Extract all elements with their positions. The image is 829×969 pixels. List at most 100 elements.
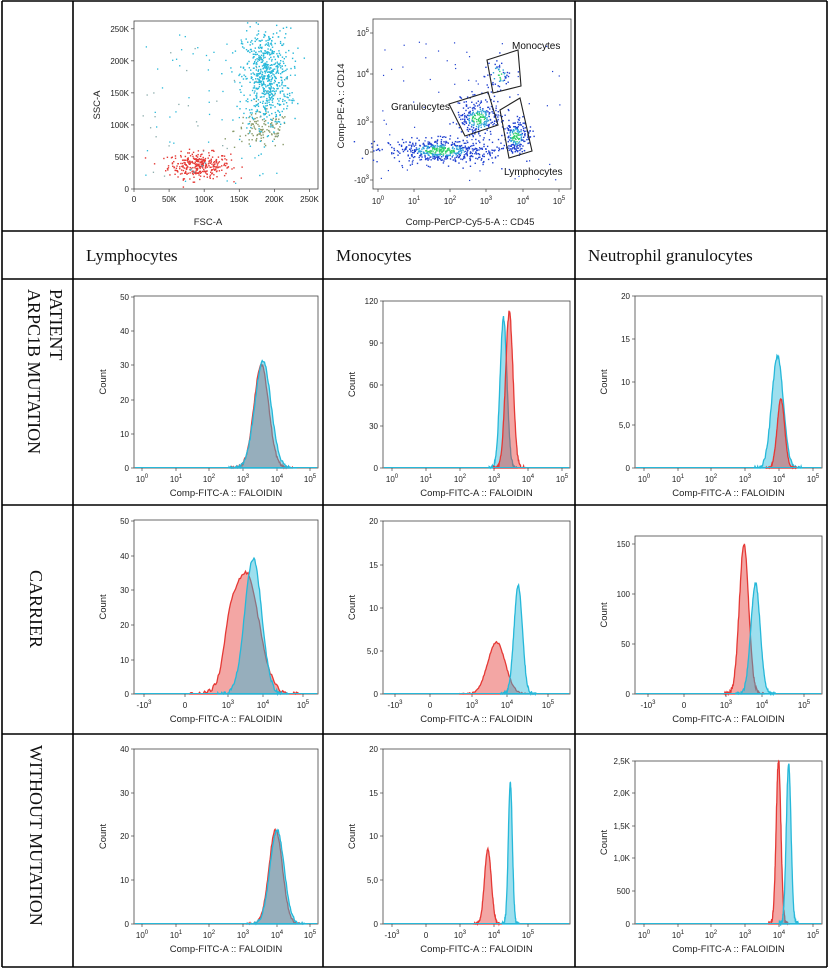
scatter-point <box>281 44 283 46</box>
scatter-point <box>200 164 202 166</box>
scatter-point <box>474 105 476 107</box>
scatter-point <box>468 114 470 117</box>
scatter-point <box>274 80 276 83</box>
scatter-point <box>188 148 191 151</box>
scatter-point <box>286 68 288 70</box>
scatter-point <box>224 138 226 140</box>
scatter-point <box>245 30 248 32</box>
scatter-point <box>468 135 471 137</box>
scatter-point <box>487 74 489 76</box>
scatter-point <box>186 173 188 175</box>
scatter-point <box>281 87 284 89</box>
scatter-point <box>515 148 517 150</box>
scatter-point <box>258 81 261 83</box>
scatter-point <box>517 123 520 126</box>
scatter-point <box>478 117 481 119</box>
scatter-point <box>268 52 271 54</box>
scatter-point <box>400 145 403 148</box>
scatter-point <box>266 52 268 54</box>
scatter-point <box>482 114 484 116</box>
scatter-point <box>275 123 277 125</box>
scatter-point <box>241 166 243 168</box>
scatter-point <box>191 172 194 175</box>
scatter-point <box>479 106 481 109</box>
scatter-point <box>516 136 518 138</box>
scatter-point <box>257 78 259 80</box>
scatter-point <box>446 155 449 157</box>
scatter-point <box>254 105 257 108</box>
scatter-point <box>512 136 515 138</box>
scatter-point <box>290 27 292 29</box>
scatter-point <box>195 157 197 160</box>
scatter-point <box>262 79 264 81</box>
scatter-point <box>200 153 202 156</box>
scatter-point <box>419 144 421 147</box>
histogram-red <box>188 569 302 696</box>
scatter-point <box>210 171 212 174</box>
scatter-point <box>433 148 436 151</box>
scatter-point <box>466 51 468 53</box>
scatter-point <box>260 56 262 59</box>
scatter-point <box>480 100 482 102</box>
scatter-point <box>267 77 269 80</box>
scatter-point <box>274 93 276 96</box>
scatter-point <box>467 149 469 152</box>
scatter-point <box>232 130 234 133</box>
scatter-point <box>246 77 248 80</box>
scatter-point <box>492 112 494 115</box>
scatter-point <box>442 162 445 164</box>
scatter-point <box>278 63 280 66</box>
scatter-point <box>192 166 194 169</box>
scatter-point <box>234 50 237 52</box>
scatter-point <box>403 149 406 151</box>
scatter-point <box>417 151 420 153</box>
histogram-cyan <box>735 581 776 697</box>
scatter-point <box>513 144 515 146</box>
y-tick-label: 104 <box>357 69 370 79</box>
scatter-point <box>265 70 267 72</box>
scatter-point <box>454 144 457 147</box>
scatter-point <box>513 147 516 149</box>
row-label-patient-line1: PATIENT <box>46 289 66 360</box>
scatter-point <box>253 73 256 76</box>
scatter-point <box>202 159 204 161</box>
scatter-point <box>286 76 289 78</box>
scatter-point <box>245 100 247 102</box>
scatter-point <box>198 165 201 168</box>
scatter-point <box>275 24 278 27</box>
scatter-point <box>512 129 515 131</box>
scatter-point <box>428 141 431 144</box>
scatter-point <box>452 149 454 152</box>
scatter-point <box>465 153 467 155</box>
scatter-point <box>226 43 228 45</box>
scatter-point <box>421 156 423 158</box>
scatter-point <box>463 116 466 118</box>
scatter-point <box>290 67 292 70</box>
scatter-point <box>487 111 489 113</box>
scatter-point <box>471 113 474 115</box>
scatter-point <box>268 103 271 106</box>
scatter-point <box>255 97 258 99</box>
scatter-point <box>267 66 270 68</box>
scatter-point <box>195 165 198 167</box>
scatter-point <box>507 125 510 127</box>
scatter-point <box>154 111 156 114</box>
scatter-point <box>144 157 147 159</box>
scatter-point <box>209 162 211 165</box>
scatter-point <box>485 148 487 151</box>
y-tick-label: 500 <box>617 887 631 896</box>
scatter-point <box>292 52 294 54</box>
y-tick-label: 10 <box>120 656 129 665</box>
scatter-point <box>225 172 227 175</box>
scatter-point <box>437 50 440 52</box>
scatter-point <box>438 145 440 148</box>
scatter-point <box>213 163 215 166</box>
scatter-point <box>289 74 292 76</box>
scatter-point <box>484 117 486 119</box>
scatter-point <box>260 140 262 142</box>
x-tick-label: 105 <box>522 930 535 940</box>
scatter-point <box>195 159 197 161</box>
scatter-point <box>213 174 215 176</box>
scatter-point <box>260 61 263 64</box>
scatter-point <box>260 54 263 57</box>
